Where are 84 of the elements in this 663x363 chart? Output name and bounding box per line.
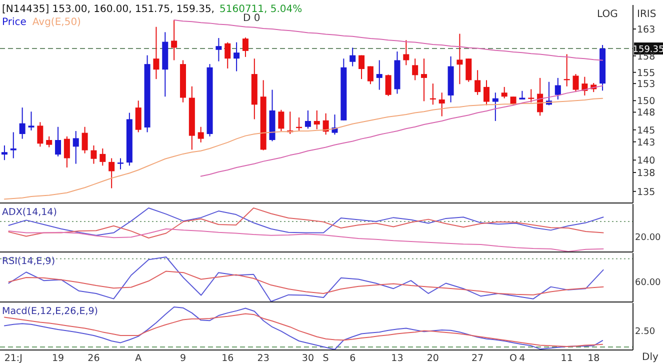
candlestick	[367, 66, 374, 85]
candlestick	[554, 77, 561, 100]
text: 60.00	[635, 278, 662, 288]
x-tick-label: 21:J	[4, 353, 22, 363]
candlestick	[90, 144, 97, 164]
candlestick	[456, 33, 463, 85]
candlestick	[216, 38, 222, 62]
candlestick	[37, 122, 44, 148]
x-tick-label: 4	[519, 353, 526, 363]
candlestick	[171, 20, 178, 61]
x-tick-label: A	[135, 353, 142, 363]
candlestick	[28, 111, 34, 131]
y-tick-label: 143	[637, 137, 656, 148]
candlestick	[46, 136, 52, 148]
candlestick	[242, 36, 248, 58]
x-tick-label: 13	[391, 353, 404, 363]
candlestick	[304, 110, 311, 130]
candlestick	[82, 126, 88, 154]
x-tick-label: 23	[257, 353, 270, 363]
candlestick	[135, 100, 142, 133]
candlestick	[234, 42, 240, 72]
candlestick	[100, 148, 106, 166]
annotation: LOG	[597, 9, 618, 20]
text: Avg(E,50)	[32, 17, 82, 28]
x-tick-label: 9	[180, 353, 186, 363]
candlestick	[492, 92, 498, 122]
candlestick	[421, 58, 428, 102]
candlestick	[278, 109, 284, 132]
candlestick	[403, 40, 410, 66]
line-series	[200, 85, 604, 177]
candlestick	[572, 74, 579, 93]
chart-title: ADX(14,14)	[2, 207, 57, 218]
x-tick-label: 11	[560, 353, 573, 363]
x-tick-label: 27	[472, 353, 484, 363]
candlestick	[466, 58, 472, 82]
candlestick	[376, 60, 382, 90]
candlestick	[153, 26, 160, 80]
text: Dly	[642, 352, 658, 363]
candlestick	[385, 74, 392, 97]
y-tick-label: 150	[637, 96, 656, 108]
candlestick	[64, 136, 70, 168]
candlestick	[55, 126, 62, 157]
y-tick-label: 148	[637, 108, 656, 119]
chart-title: RSI(14,E,9)	[2, 256, 56, 267]
candlestick	[358, 54, 365, 80]
candlestick	[198, 126, 204, 143]
candlestick	[483, 80, 490, 106]
candlestick	[314, 110, 320, 130]
candlestick	[108, 158, 115, 189]
x-tick-label: 16	[222, 353, 234, 363]
candlestick	[224, 42, 231, 69]
chart-title: [N14435] 153.00, 160.00, 151.75, 159.35,	[2, 4, 214, 15]
text: Price	[2, 17, 26, 28]
candlestick	[118, 158, 124, 170]
y-tick-label: 155	[637, 68, 656, 79]
x-tick-label: 20	[426, 353, 439, 363]
x-tick-label: O	[510, 353, 518, 363]
chart-title: Macd(E,12,E,26,E,9)	[2, 306, 98, 317]
x-tick-label: 26	[88, 353, 100, 363]
y-tick-label: 153	[637, 79, 656, 90]
y-tick-label: 145	[637, 125, 656, 136]
candlestick	[474, 70, 481, 96]
x-tick-label: S	[322, 353, 329, 363]
text: IRIS	[637, 9, 656, 20]
x-tick-label: 19	[52, 353, 64, 363]
candlestick	[438, 92, 445, 117]
y-tick-label: 163	[637, 24, 656, 36]
annotation: D 0	[243, 13, 260, 24]
text: 2.50	[635, 326, 656, 337]
candlestick	[19, 107, 26, 140]
candlestick	[72, 130, 79, 164]
candlestick	[350, 47, 356, 67]
text: 20.00	[635, 233, 662, 244]
chart-subtitle: 5160711, 5.04%	[220, 4, 302, 15]
y-tick-label: 138	[637, 168, 656, 179]
x-tick-label: 18	[588, 353, 600, 363]
candlestick	[1, 144, 8, 161]
x-tick-label: 30	[302, 353, 314, 363]
candlestick	[501, 86, 508, 99]
y-tick-label: 140	[637, 156, 656, 167]
candlestick	[10, 132, 16, 159]
candlestick	[412, 58, 418, 81]
x-tick-label: 6	[350, 353, 356, 363]
y-tick-label: 135	[637, 186, 656, 198]
